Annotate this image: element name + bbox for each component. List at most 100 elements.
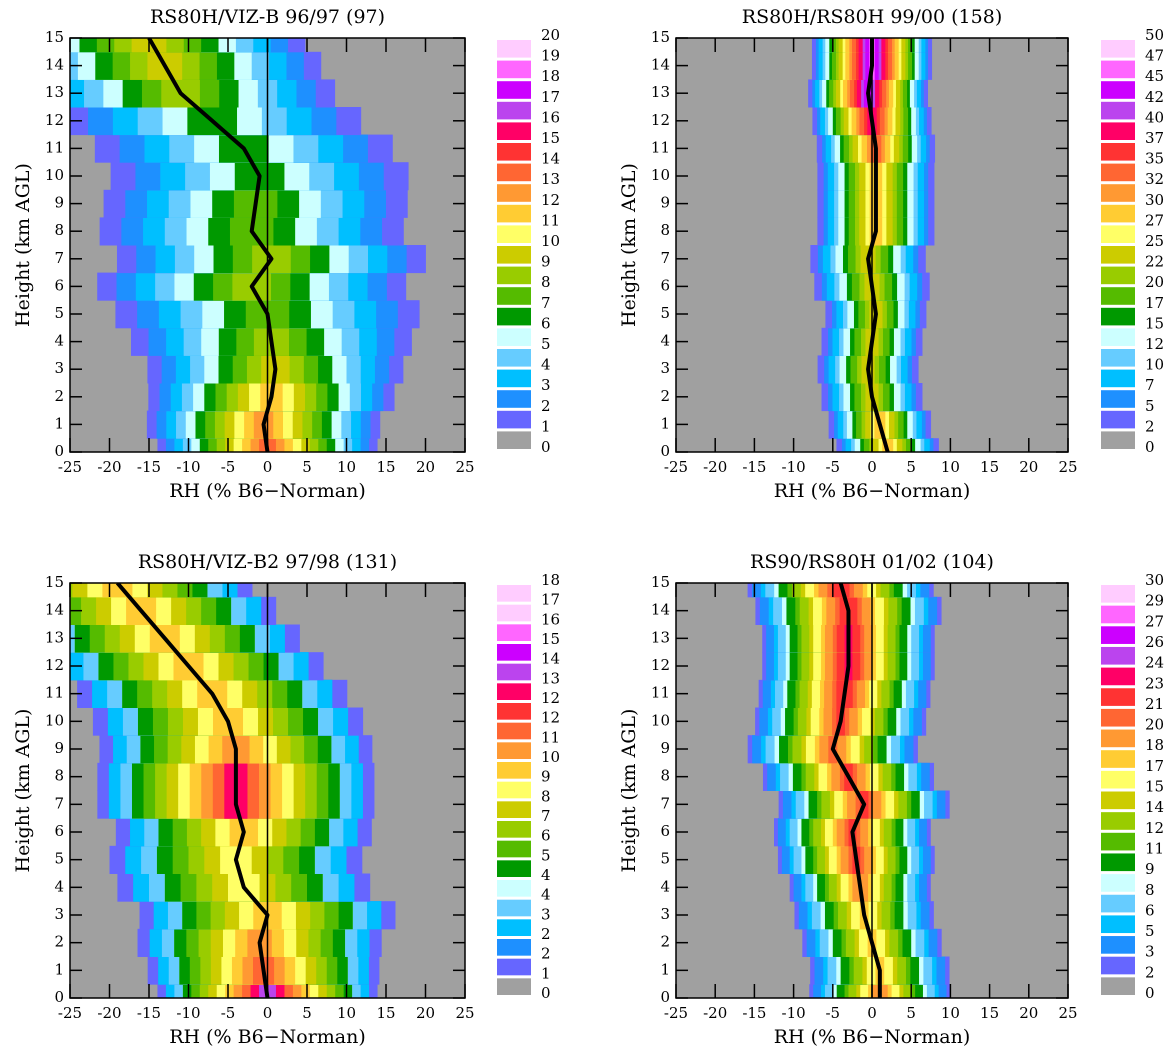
- colorbar-box: [1101, 977, 1135, 995]
- colorbar-label: 17: [541, 591, 560, 609]
- y-tick-label: 5: [54, 850, 64, 868]
- x-tick-label: 5: [302, 458, 312, 476]
- x-tick-label: 25: [455, 458, 474, 476]
- colorbar-box: [1101, 60, 1135, 79]
- colorbar-box: [1101, 122, 1135, 140]
- y-tick-label: 1: [660, 414, 670, 432]
- x-axis-label: RH (% B6−Norman): [169, 480, 366, 502]
- colorbar-box: [1101, 894, 1135, 913]
- panel: -25 -20 -15 -10 -5 0 5 10 15 20 250123456789101112…: [12, 6, 560, 502]
- colorbar-label: 13: [541, 170, 560, 188]
- y-tick-label: 7: [54, 249, 64, 267]
- y-tick-label: 11: [45, 138, 64, 156]
- y-tick-label: 1: [54, 960, 64, 978]
- colorbar-label: 3: [541, 905, 551, 923]
- x-tick-label: -10: [782, 1004, 806, 1022]
- colorbar-label: 40: [1145, 108, 1164, 126]
- colorbar-box: [1101, 667, 1135, 686]
- colorbar-box: [497, 958, 531, 976]
- colorbar-box: [1101, 750, 1135, 768]
- panel: -25 -20 -15 -10 -5 0 5 10 15 20 250123456789101112…: [12, 551, 560, 1048]
- colorbar-box: [1101, 791, 1135, 810]
- colorbar-box: [1101, 225, 1135, 243]
- colorbar-box: [497, 624, 531, 641]
- colorbar-label: 11: [541, 211, 560, 229]
- y-tick-label: 2: [54, 933, 64, 951]
- y-tick-label: 0: [54, 988, 64, 1006]
- y-tick-label: 15: [651, 573, 670, 591]
- colorbar-box: [497, 683, 531, 700]
- x-tick-label: -20: [97, 458, 121, 476]
- colorbar-label: 47: [1145, 47, 1164, 65]
- y-tick-label: 3: [54, 359, 64, 377]
- colorbar-box: [1101, 812, 1135, 830]
- colorbar-box: [497, 919, 531, 936]
- colorbar-label: 16: [541, 610, 560, 628]
- colorbar-box: [1101, 853, 1135, 872]
- colorbar-box: [497, 101, 531, 120]
- colorbar-box: [1101, 307, 1135, 326]
- colorbar-box: [1101, 646, 1135, 665]
- y-tick-label: 7: [54, 794, 64, 812]
- colorbar-box: [1101, 246, 1135, 264]
- x-tick-label: 5: [302, 1004, 312, 1022]
- colorbar-label: 0: [1145, 438, 1155, 456]
- colorbar-box: [497, 328, 531, 346]
- colorbar-box: [497, 81, 531, 99]
- colorbar-label: 18: [1145, 736, 1164, 754]
- y-tick-label: 10: [45, 711, 64, 729]
- colorbar-label: 12: [1145, 335, 1164, 353]
- y-tick-label: 15: [45, 573, 64, 591]
- colorbar-label: 7: [541, 807, 551, 825]
- mean-profile: [830, 583, 882, 998]
- colorbar-label: 45: [1145, 67, 1164, 85]
- x-tick-label: 20: [1019, 1004, 1038, 1022]
- colorbar-box: [1101, 390, 1135, 408]
- colorbar-label: 2: [541, 945, 551, 963]
- colorbar-label: 18: [541, 571, 560, 589]
- x-tick-label: -20: [703, 1004, 727, 1022]
- colorbar-label: 10: [1145, 356, 1164, 374]
- y-tick-label: 12: [45, 656, 64, 674]
- colorbar-box: [1101, 81, 1135, 99]
- colorbar-label: 1: [541, 964, 551, 982]
- colorbar-label: 10: [541, 748, 560, 766]
- colorbar-label: 12: [1145, 819, 1164, 837]
- colorbar-label: 5: [541, 846, 551, 864]
- x-tick-label: 0: [263, 458, 273, 476]
- colorbar-label: 8: [1145, 881, 1155, 899]
- y-tick-label: 11: [651, 684, 670, 702]
- colorbar-box: [497, 899, 531, 917]
- colorbar-box: [1101, 936, 1135, 954]
- y-tick-label: 4: [660, 877, 670, 895]
- chart-title: RS90/RS80H 01/02 (104): [750, 551, 994, 573]
- colorbar-box: [497, 410, 531, 429]
- colorbar-box: [497, 644, 531, 661]
- colorbar-label: 18: [541, 67, 560, 85]
- colorbar-label: 16: [541, 108, 560, 126]
- colorbar-label: 4: [541, 886, 551, 904]
- x-tick-label: 25: [1058, 1004, 1077, 1022]
- colorbar-box: [1101, 874, 1135, 892]
- colorbar-label: 8: [541, 273, 551, 291]
- colorbar-box: [497, 184, 531, 202]
- y-axis-label: Height (km AGL): [12, 163, 34, 327]
- y-tick-label: 8: [660, 767, 670, 785]
- y-tick-label: 4: [54, 877, 64, 895]
- colorbar-label: 32: [1145, 170, 1164, 188]
- x-tick-label: -10: [176, 1004, 200, 1022]
- colorbar-label: 14: [541, 650, 560, 668]
- colorbar-box: [1101, 101, 1135, 120]
- colorbar-box: [497, 781, 531, 799]
- mean-profile: [147, 38, 278, 452]
- x-tick-label: 10: [941, 458, 960, 476]
- x-tick-label: -20: [97, 1004, 121, 1022]
- x-tick-label: 0: [867, 458, 877, 476]
- colorbar-label: 10: [541, 232, 560, 250]
- y-tick-label: 6: [660, 822, 670, 840]
- colorbar-label: 2: [541, 397, 551, 415]
- colorbar-box: [497, 122, 531, 140]
- y-tick-label: 11: [45, 684, 64, 702]
- x-tick-label: 5: [906, 458, 916, 476]
- y-tick-label: 4: [54, 332, 64, 350]
